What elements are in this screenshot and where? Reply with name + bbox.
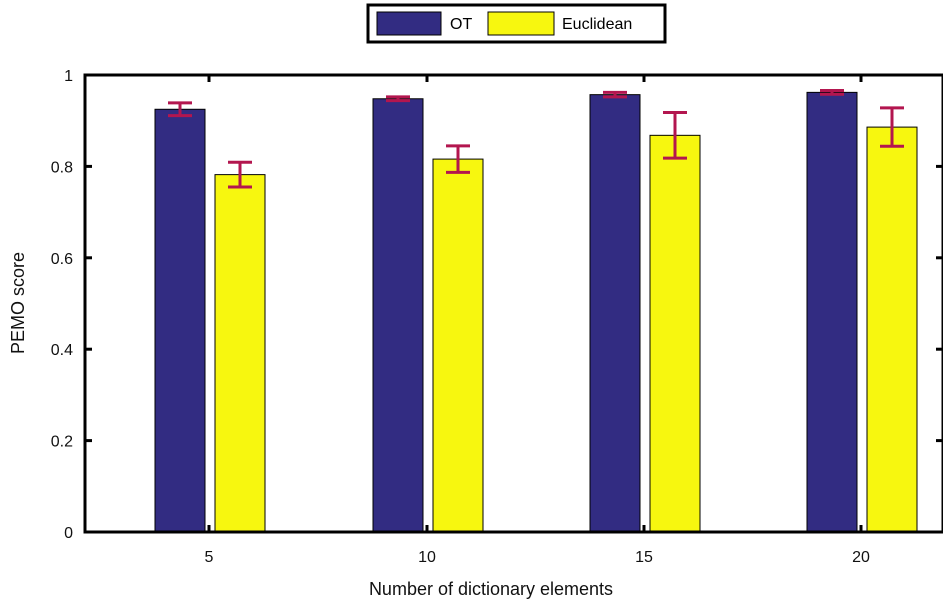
bar-ot-15 — [589, 94, 641, 533]
legend-swatch-ot — [376, 11, 442, 36]
y-tick-label: 0.8 — [51, 159, 73, 176]
y-tick-label: 0.6 — [51, 251, 73, 268]
axes-frame — [83, 73, 943, 534]
x-tick-label: 5 — [205, 549, 214, 566]
legend-swatch-euclidean — [487, 11, 555, 36]
legend: OT Euclidean — [366, 3, 667, 44]
x-axis-title: Number of dictionary elements — [369, 579, 613, 599]
plot-area: 00.20.40.60.815 10 15 20 — [51, 68, 943, 566]
y-tick-label: 0.4 — [51, 342, 73, 359]
y-tick-label: 1 — [64, 68, 73, 85]
y-axis-title: PEMO score — [8, 252, 28, 354]
bar-euclidean-5 — [214, 174, 266, 533]
x-tick-label: 15 — [635, 549, 653, 566]
x-tick-label: 20 — [852, 549, 870, 566]
bar-euclidean-20 — [866, 126, 918, 533]
bar-euclidean-10 — [432, 158, 484, 533]
y-tick-label: 0.2 — [51, 434, 73, 451]
bar-ot-20 — [806, 91, 858, 533]
bar-euclidean-15 — [649, 134, 701, 533]
bar-ot-10 — [372, 98, 424, 533]
x-tick-label: 10 — [418, 549, 436, 566]
bar-ot-5 — [154, 108, 206, 533]
legend-label-euclidean: Euclidean — [562, 16, 632, 33]
y-tick-label: 0 — [64, 525, 73, 542]
legend-label-ot: OT — [450, 16, 472, 33]
